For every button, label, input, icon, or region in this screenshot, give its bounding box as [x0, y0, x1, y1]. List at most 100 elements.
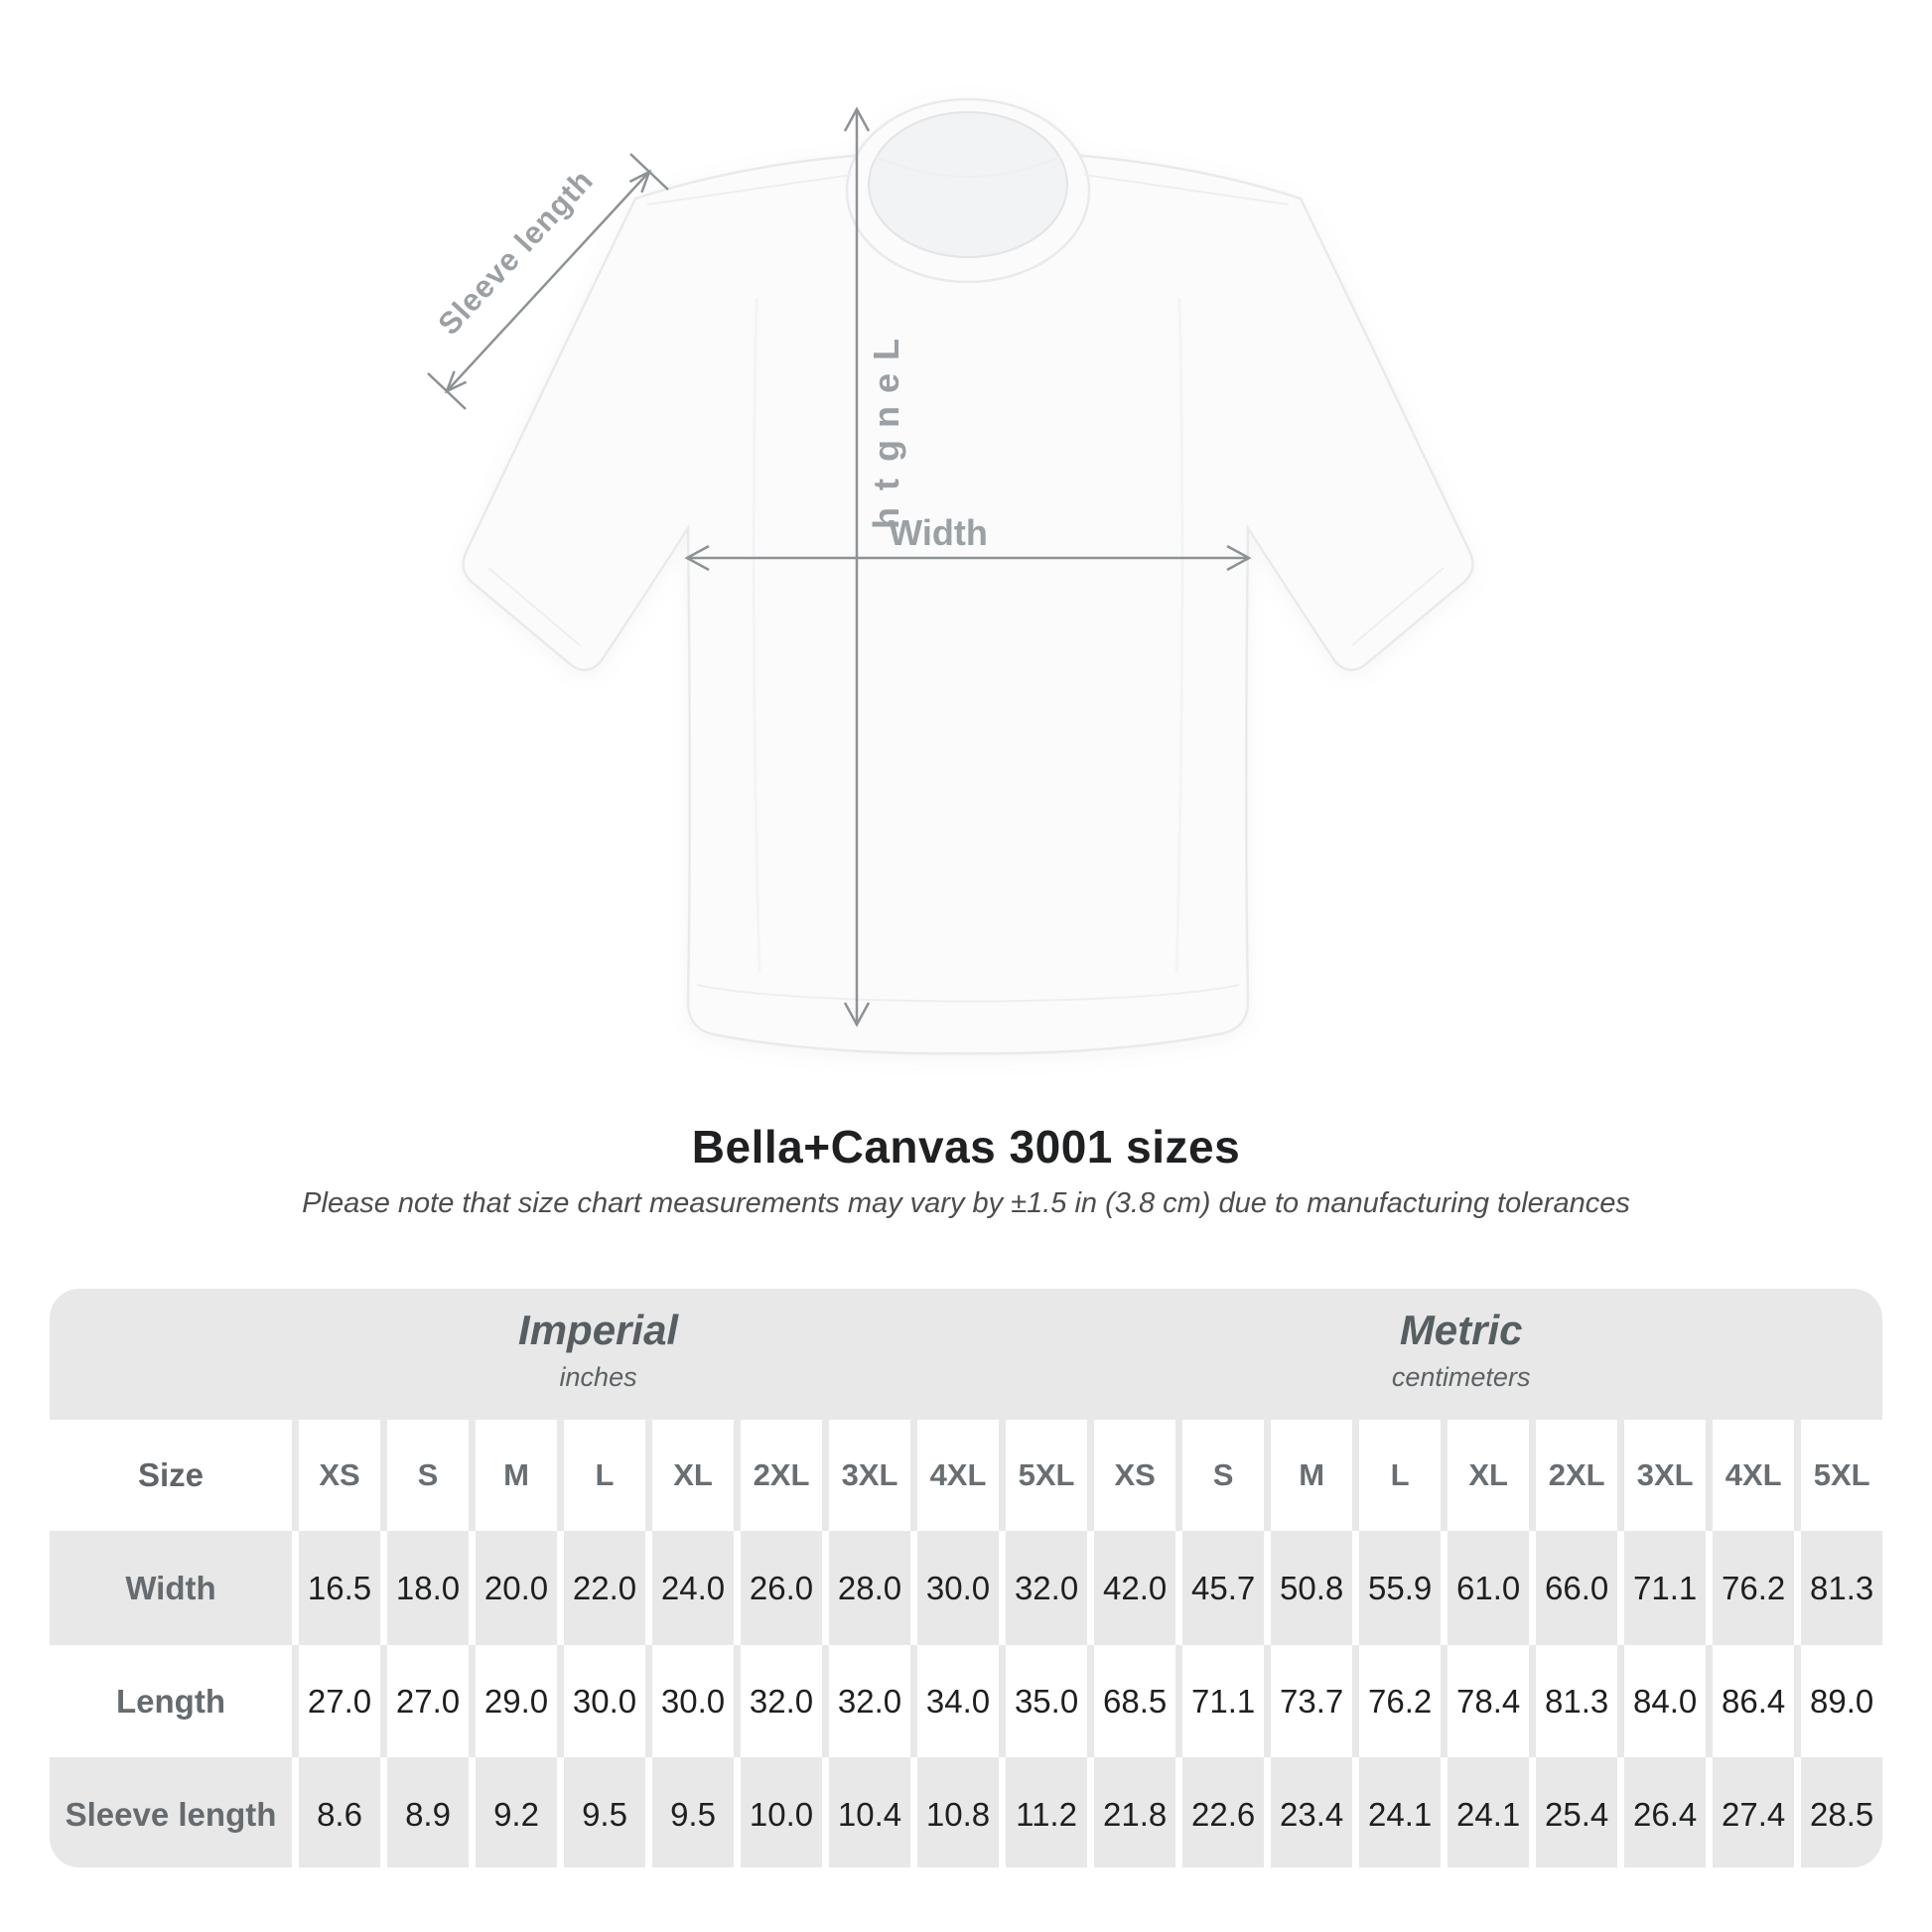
width-arrow: [684, 544, 1252, 572]
table-row: Sleeve length 8.6 8.9 9.2 9.5 9.5 10.0 10.4 10.8…: [50, 1757, 1882, 1867]
measurement-value: 10.0: [734, 1757, 822, 1867]
measurement-value: 55.9: [1352, 1531, 1441, 1645]
length-label-letter: g: [866, 440, 906, 462]
measurement-value: 24.1: [1441, 1757, 1529, 1867]
col-header-metric-s: S: [1175, 1420, 1265, 1531]
size-table-grid: Imperial inches Metric centimeters Size …: [50, 1289, 1882, 1867]
end-tick-lower: [427, 372, 467, 410]
col-header-imperial-xl: XL: [645, 1420, 734, 1531]
measurement-value: 29.0: [469, 1645, 557, 1757]
row-label: Length: [116, 1682, 225, 1720]
measurement-value: 16.5: [292, 1531, 380, 1645]
table-row: Length 27.0 27.0 29.0 30.0 30.0 32.0 32.0 34.0 35…: [50, 1645, 1882, 1757]
col-header-imperial-4xl: 4XL: [910, 1420, 999, 1531]
col-header-metric-5xl: 5XL: [1794, 1420, 1882, 1531]
arrowhead-right-icon: [1226, 544, 1252, 572]
measurement-value: 73.7: [1264, 1645, 1352, 1757]
col-header-metric-m: M: [1264, 1420, 1353, 1531]
measurement-value: 30.0: [557, 1645, 645, 1757]
col-header-imperial-l: L: [557, 1420, 645, 1531]
col-header-metric-l: L: [1352, 1420, 1442, 1531]
length-label: Leng t h: [866, 339, 906, 529]
measurement-value: 24.0: [645, 1531, 734, 1645]
measurement-value: 81.3: [1794, 1531, 1882, 1645]
measurement-value: 50.8: [1264, 1531, 1352, 1645]
tshirt-diagram: Length Width Sleeve length: [427, 97, 1474, 1055]
measurement-value: 35.0: [999, 1645, 1087, 1757]
measurement-value: 9.5: [557, 1757, 645, 1867]
measurement-value: 22.6: [1175, 1757, 1264, 1867]
measurement-value: 76.2: [1352, 1645, 1441, 1757]
measurement-value: 24.1: [1352, 1757, 1441, 1867]
col-header-imperial-m: M: [469, 1420, 557, 1531]
measurement-value: 76.2: [1706, 1531, 1794, 1645]
unit-header-row: Imperial inches Metric centimeters: [50, 1289, 1882, 1420]
measurement-value: 10.4: [822, 1757, 910, 1867]
measurement-value: 42.0: [1087, 1531, 1175, 1645]
sleeve-length-arrow: [427, 153, 669, 410]
left-shoulder-seam: [646, 174, 853, 206]
col-header-imperial-2xl: 2XL: [734, 1420, 822, 1531]
length-label-letter: h: [866, 507, 906, 529]
measurement-value: 25.4: [1529, 1757, 1617, 1867]
measurement-value: 61.0: [1441, 1531, 1529, 1645]
measurement-value: 68.5: [1087, 1645, 1175, 1757]
arrowhead-down-icon: [843, 1002, 871, 1028]
metric-label: Metric: [1399, 1307, 1523, 1353]
measurement-value: 23.4: [1264, 1757, 1352, 1867]
measurement-value: 27.0: [292, 1645, 380, 1757]
measurement-value: 66.0: [1529, 1531, 1617, 1645]
size-table: Imperial inches Metric centimeters Size …: [50, 1289, 1882, 1867]
col-header-metric-2xl: 2XL: [1529, 1420, 1618, 1531]
measurement-value: 21.8: [1087, 1757, 1175, 1867]
col-header-metric-3xl: 3XL: [1617, 1420, 1707, 1531]
measurement-value: 26.0: [734, 1531, 822, 1645]
measurement-value: 8.6: [292, 1757, 380, 1867]
measurement-value: 26.4: [1617, 1757, 1706, 1867]
row-label: Width: [125, 1569, 216, 1606]
imperial-label: Imperial: [518, 1307, 679, 1353]
measurement-value: 32.0: [822, 1645, 910, 1757]
col-header-metric-xs: XS: [1087, 1420, 1176, 1531]
length-label-letter: e: [866, 373, 906, 393]
end-tick-upper: [629, 153, 669, 191]
measurement-value: 22.0: [557, 1531, 645, 1645]
arrowhead-left-icon: [684, 544, 710, 572]
measurement-value: 10.8: [910, 1757, 999, 1867]
imperial-header: Imperial inches: [50, 1289, 1088, 1420]
fabric-fold-right: [1174, 297, 1184, 974]
measurement-value: 9.2: [469, 1757, 557, 1867]
tshirt-body: [462, 149, 1474, 1055]
length-label-letter: n: [866, 406, 906, 428]
measurement-value: 28.5: [1794, 1757, 1882, 1867]
measurement-value: 8.9: [380, 1757, 469, 1867]
measurement-value: 27.4: [1706, 1757, 1794, 1867]
col-header-imperial-xs: XS: [292, 1420, 380, 1531]
metric-header: Metric centimeters: [1087, 1289, 1882, 1420]
measurement-value: 11.2: [999, 1757, 1087, 1867]
width-label: Width: [889, 512, 988, 553]
tshirt-illustration: [462, 97, 1474, 1055]
measurement-value: 45.7: [1175, 1531, 1264, 1645]
tolerance-note: Please note that size chart measurements…: [302, 1187, 1630, 1219]
size-header-row: Size XS S M L XL 2XL 3XL 4XL 5XL XS S M L XL 2XL 3XL 4XL…: [50, 1420, 1882, 1531]
imperial-unit: inches: [559, 1362, 637, 1392]
col-header-imperial-5xl: 5XL: [999, 1420, 1088, 1531]
measurement-value: 86.4: [1706, 1645, 1794, 1757]
measurement-value: 20.0: [469, 1531, 557, 1645]
measurement-value: 28.0: [822, 1531, 910, 1645]
hem-seam: [696, 984, 1240, 1003]
measurement-value: 78.4: [1441, 1645, 1529, 1757]
right-cuff-seam: [1351, 567, 1445, 646]
measurement-value: 30.0: [910, 1531, 999, 1645]
collar-opening: [868, 111, 1068, 258]
fabric-fold-left: [752, 297, 761, 974]
length-arrow: [843, 106, 871, 1028]
length-label-letter: L: [866, 339, 906, 360]
measurement-value: 89.0: [1794, 1645, 1882, 1757]
arrowhead-up-icon: [843, 106, 871, 132]
metric-unit: centimeters: [1391, 1362, 1531, 1392]
measurement-value: 84.0: [1617, 1645, 1706, 1757]
size-corner-label: Size: [50, 1420, 292, 1531]
